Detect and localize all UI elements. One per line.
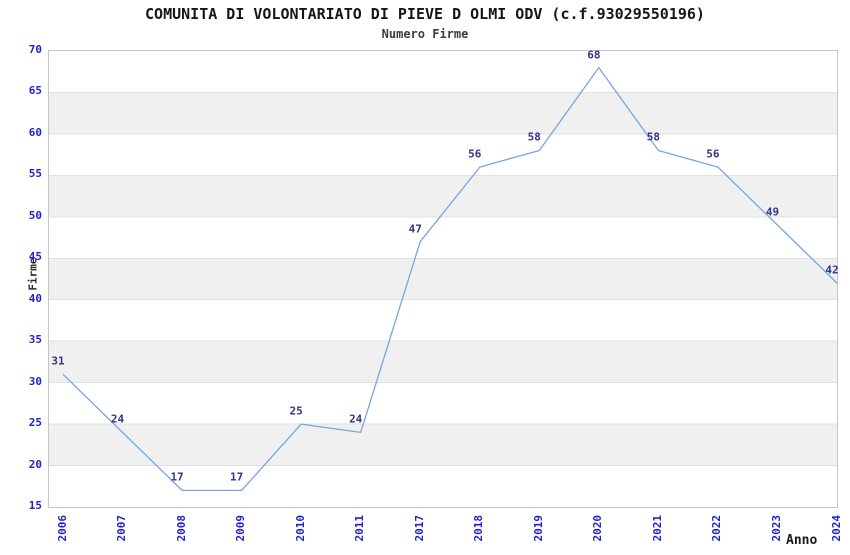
plot-band <box>49 92 837 134</box>
plot-band <box>49 258 837 300</box>
data-point-label: 25 <box>289 404 303 418</box>
data-point-label: 58 <box>527 130 541 144</box>
y-tick-label: 50 <box>28 208 42 222</box>
chart-subtitle: Numero Firme <box>381 27 469 41</box>
x-tick-label: 2023 <box>769 515 783 542</box>
y-tick-label: 60 <box>28 125 42 139</box>
data-point-label: 42 <box>825 263 839 277</box>
data-point-label: 56 <box>468 147 482 161</box>
x-tick-label: 2006 <box>55 515 69 542</box>
y-tick-label: 30 <box>28 374 42 388</box>
x-axis-title: Anno <box>786 533 818 548</box>
chart-title: COMUNITA DI VOLONTARIATO DI PIEVE D OLMI… <box>145 5 705 23</box>
data-point-label: 58 <box>646 130 660 144</box>
x-tick-label: 2017 <box>412 515 426 542</box>
y-tick-label: 65 <box>28 84 42 98</box>
data-point-label: 56 <box>706 147 720 161</box>
data-point-label: 24 <box>110 412 125 426</box>
data-point-label: 17 <box>229 470 244 484</box>
x-tick-label: 2007 <box>115 515 129 542</box>
x-tick-label: 2008 <box>174 515 188 542</box>
data-point-label: 49 <box>765 205 780 219</box>
data-line <box>62 66 838 492</box>
line-chart-svg <box>49 66 838 492</box>
x-tick-label: 2021 <box>650 515 664 542</box>
y-tick-label: 55 <box>28 167 42 181</box>
x-tick-label: 2018 <box>472 515 486 542</box>
x-tick-label: 2024 <box>829 515 843 542</box>
y-tick-label: 40 <box>28 291 42 305</box>
plot-band <box>49 175 837 217</box>
y-tick-label: 15 <box>28 499 42 512</box>
y-tick-label: 45 <box>28 250 42 264</box>
plot-band <box>49 341 837 383</box>
data-point-label: 24 <box>349 412 363 426</box>
x-tick-label: 2009 <box>234 515 248 542</box>
y-tick-label: 25 <box>28 416 42 430</box>
y-tick-label: 35 <box>28 333 42 347</box>
plot-band <box>49 424 837 466</box>
x-tick-label: 2019 <box>531 515 545 542</box>
data-point-label: 17 <box>170 470 184 484</box>
y-tick-label: 20 <box>28 457 42 471</box>
x-tick-label: 2011 <box>353 515 367 542</box>
x-tick-label: 2020 <box>591 515 605 542</box>
data-point-label: 31 <box>51 354 65 368</box>
x-tick-label: 2022 <box>710 515 724 542</box>
data-point-label: 47 <box>408 222 422 236</box>
plot-area <box>48 50 838 508</box>
y-tick-label: 70 <box>28 43 42 56</box>
x-tick-label: 2010 <box>293 515 307 542</box>
data-point-label: 68 <box>587 48 601 62</box>
